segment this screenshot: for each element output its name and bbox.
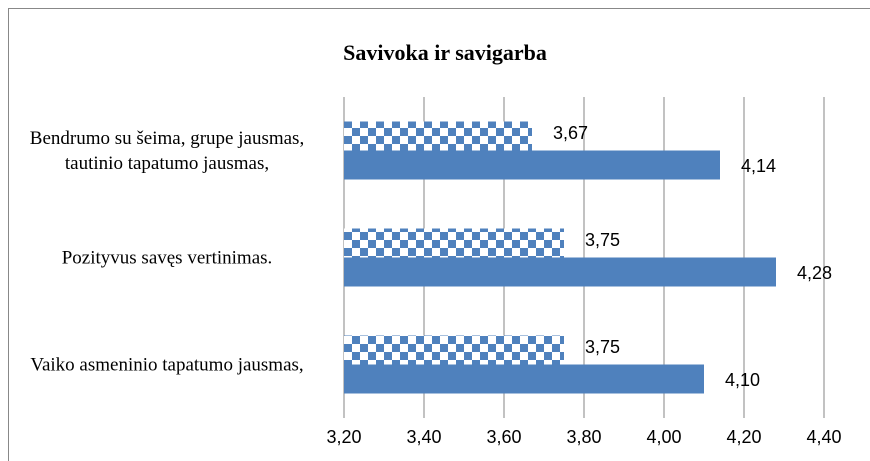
x-tick-label: 4,20 xyxy=(726,427,761,447)
bar xyxy=(344,257,776,287)
chart-title: Savivoka ir savigarba xyxy=(343,40,547,65)
x-tick-label: 4,00 xyxy=(646,427,681,447)
data-label: 4,10 xyxy=(725,370,760,390)
y-tick-label: Vaiko asmeninio tapatumo jausmas, xyxy=(30,354,304,375)
x-tick-label: 3,20 xyxy=(326,427,361,447)
x-tick-label: 4,40 xyxy=(806,427,841,447)
bar xyxy=(344,150,720,180)
x-tick-label: 3,80 xyxy=(566,427,601,447)
x-tick-label: 3,60 xyxy=(486,427,521,447)
data-label: 3,75 xyxy=(585,230,620,250)
y-tick-label: Pozityvus savęs vertinimas. xyxy=(61,247,273,268)
data-label: 4,14 xyxy=(741,156,776,176)
bar xyxy=(344,335,564,365)
x-tick-label: 3,40 xyxy=(406,427,441,447)
data-label: 3,75 xyxy=(585,337,620,357)
bar xyxy=(344,228,564,258)
data-label: 3,67 xyxy=(553,123,588,143)
data-label: 4,28 xyxy=(797,263,832,283)
y-tick-label: Bendrumo su šeima, grupe jausmas, tautin… xyxy=(29,127,305,174)
bar xyxy=(344,121,532,151)
chart-border xyxy=(8,8,870,461)
bar xyxy=(344,364,704,394)
